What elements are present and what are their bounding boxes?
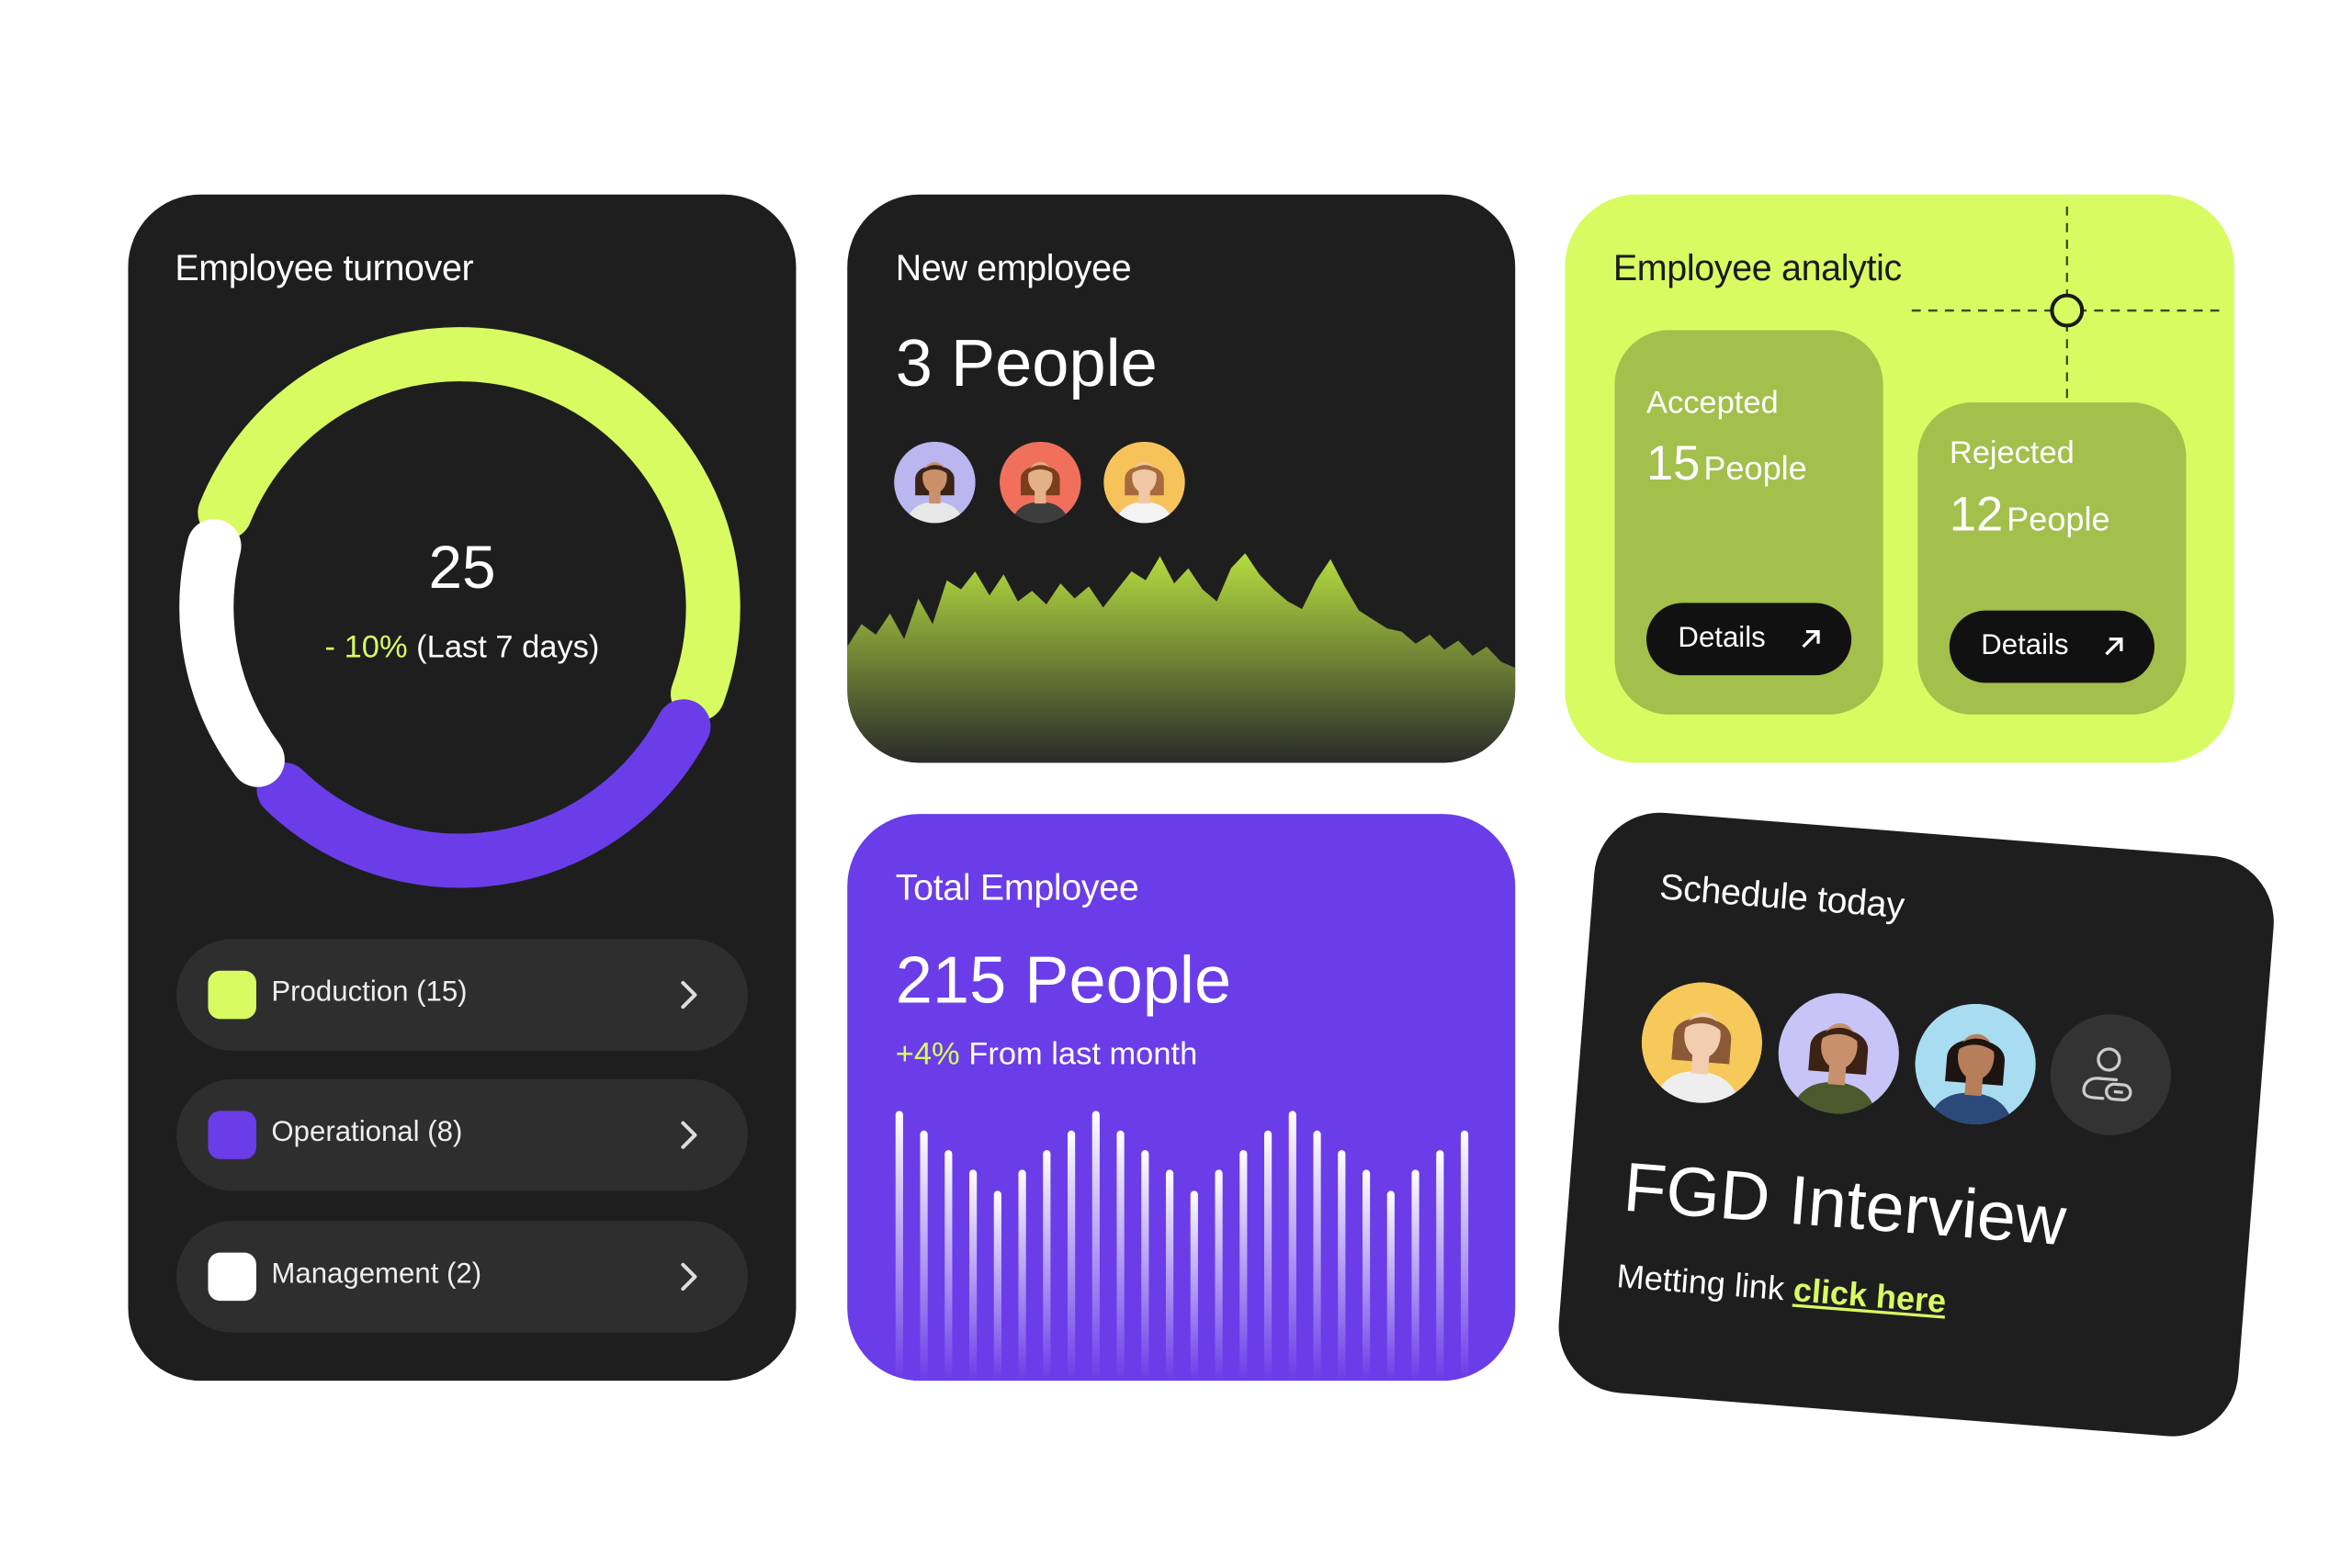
production-swatch [208, 970, 256, 1020]
arrow-up-right-icon [1802, 629, 1820, 649]
bar [1386, 1190, 1395, 1382]
new-employee-avatar[interactable] [999, 441, 1080, 524]
user-link-icon [2082, 1047, 2132, 1102]
bar [1288, 1111, 1296, 1382]
schedule-today-card: Schedule today FGD Interview Metting lin… [1554, 807, 2279, 1442]
change-label: From last month [968, 1037, 1198, 1072]
total-employee-bar-decoration [895, 1111, 1469, 1382]
bar [1043, 1150, 1051, 1382]
meeting-link[interactable]: click here [1792, 1270, 1948, 1321]
bar [920, 1130, 928, 1382]
bar [1141, 1150, 1149, 1382]
employee-analytic-card: Employee analytic Accepted 15 People Det… [1565, 194, 2234, 763]
change-period: (Last 7 days) [416, 629, 600, 665]
operational-segment [256, 699, 711, 888]
rejected-unit: People [2007, 500, 2110, 538]
bar [1436, 1150, 1444, 1382]
legend-label: Production (15) [271, 976, 468, 1009]
change-percent: - 10% [324, 629, 408, 665]
rejected-card: Rejected 12 People Details [1917, 402, 2187, 715]
rejected-details-button[interactable]: Details [1949, 610, 2154, 683]
schedule-participant-avatar[interactable] [1637, 977, 1767, 1108]
accepted-unit: People [1703, 449, 1807, 488]
bar [1362, 1169, 1371, 1382]
new-employee-area-chart [847, 553, 1516, 763]
change-percent: +4% [895, 1037, 960, 1072]
card-title: New employee [895, 248, 1132, 290]
legend-item-management[interactable]: Management (2) [175, 1221, 748, 1333]
bar [1460, 1130, 1469, 1382]
management-swatch [208, 1252, 256, 1302]
bar [1116, 1130, 1125, 1382]
accepted-label: Accepted [1645, 386, 1779, 421]
total-employee-count: 215 People [895, 943, 1232, 1018]
rejected-label: Rejected [1949, 435, 2075, 470]
bar [1239, 1150, 1248, 1382]
schedule-participant-avatar[interactable] [1911, 999, 2041, 1130]
new-employee-avatar[interactable] [1103, 441, 1185, 524]
chevron-right-icon [681, 980, 697, 1010]
bar [1190, 1190, 1198, 1382]
operational-swatch [208, 1111, 256, 1159]
bar [944, 1150, 953, 1382]
accepted-card: Accepted 15 People Details [1614, 330, 1883, 715]
bar [993, 1190, 1001, 1382]
bar [968, 1169, 978, 1382]
bar [1165, 1169, 1174, 1382]
rejected-number: 12 [1949, 487, 2004, 542]
bar [1263, 1130, 1272, 1382]
turnover-total: 25 [428, 535, 496, 602]
total-employee-card: Total Employee 215 People +4% From last … [847, 814, 1516, 1382]
accepted-details-button[interactable]: Details [1645, 603, 1852, 676]
legend-label: Management (2) [271, 1258, 482, 1291]
new-employee-count: 3 People [895, 327, 1158, 401]
invite-participant-button[interactable] [2045, 1010, 2176, 1140]
new-employee-avatar[interactable] [894, 441, 976, 524]
bar [1313, 1130, 1321, 1382]
button-label: Details [1678, 622, 1766, 655]
bar [1067, 1130, 1076, 1382]
card-title: Employee analytic [1612, 248, 1902, 290]
meeting-link-label: Metting link [1615, 1257, 1786, 1308]
chevron-right-icon [681, 1121, 697, 1149]
accepted-number: 15 [1645, 435, 1701, 491]
schedule-participant-avatar[interactable] [1774, 988, 1904, 1119]
card-title: Employee turnover [175, 248, 474, 290]
chevron-right-icon [681, 1262, 697, 1292]
new-employee-card: New employee 3 People [847, 194, 1516, 763]
bar [1411, 1169, 1419, 1382]
event-title: FGD Interview [1621, 1146, 2069, 1260]
total-employee-change: +4% From last month [896, 1037, 1198, 1073]
area-fill [847, 553, 1516, 763]
employee-turnover-card: Employee turnover 25 - 10% (Last 7 days)… [128, 194, 797, 1382]
legend-item-operational[interactable]: Operational (8) [175, 1078, 748, 1191]
card-title: Total Employee [895, 868, 1139, 909]
turnover-donut-chart [179, 327, 741, 888]
legend-label: Operational (8) [271, 1116, 463, 1149]
bar [1018, 1169, 1026, 1382]
legend-item-production[interactable]: Production (15) [175, 939, 748, 1051]
management-segment [179, 519, 285, 787]
bar [1091, 1111, 1100, 1382]
bar [895, 1111, 903, 1382]
crosshair-decoration [1911, 206, 2224, 403]
meeting-link-row: Metting link click here [1615, 1257, 1947, 1322]
production-segment [198, 327, 741, 722]
button-label: Details [1981, 629, 2069, 662]
bar [1338, 1150, 1346, 1382]
bar [1215, 1169, 1223, 1382]
card-title: Schedule today [1657, 866, 1906, 928]
turnover-change: - 10% (Last 7 days) [128, 630, 796, 666]
arrow-up-right-icon [2105, 637, 2123, 656]
